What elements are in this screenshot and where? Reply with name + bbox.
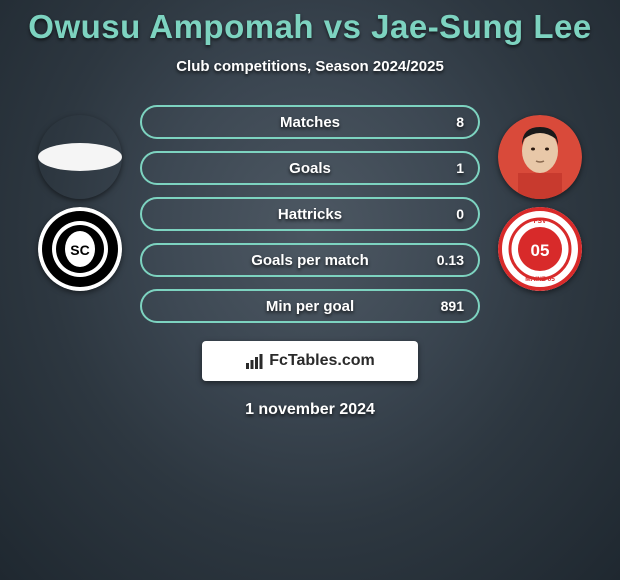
svg-text:MAINZ 05: MAINZ 05 <box>525 276 555 283</box>
mainz-05-icon: 05 FSV MAINZ 05 <box>498 207 582 291</box>
svg-text:FSV: FSV <box>534 218 547 225</box>
sc-freiburg-icon: SC <box>38 207 122 291</box>
stat-row-goals-per-match: Goals per match 0.13 <box>140 243 480 277</box>
stat-label: Goals <box>289 160 331 177</box>
stat-label: Matches <box>280 114 340 131</box>
player-right-face-icon <box>498 115 582 199</box>
stat-value-right: 0.13 <box>437 252 464 268</box>
stat-row-goals: Goals 1 <box>140 151 480 185</box>
stat-value-right: 0 <box>456 206 464 222</box>
svg-text:05: 05 <box>531 241 550 260</box>
stats-list: Matches 8 Goals 1 Hattricks 0 Goals per … <box>140 105 480 323</box>
date-text: 1 november 2024 <box>0 401 620 419</box>
stat-label: Goals per match <box>251 252 369 269</box>
stat-label: Hattricks <box>278 206 342 223</box>
page-title: Owusu Ampomah vs Jae-Sung Lee <box>0 0 620 46</box>
svg-text:SC: SC <box>70 242 89 258</box>
club-left-logo: SC <box>38 207 122 291</box>
brand-box[interactable]: FcTables.com <box>202 341 418 381</box>
stat-label: Min per goal <box>266 298 354 315</box>
player-left-placeholder-icon <box>38 142 122 172</box>
player-right-photo <box>498 115 582 199</box>
stat-value-right: 891 <box>441 298 464 314</box>
content-row: SC Matches 8 Goals 1 Hattricks 0 Goals p… <box>0 105 620 323</box>
stat-row-hattricks: Hattricks 0 <box>140 197 480 231</box>
stat-value-right: 1 <box>456 160 464 176</box>
brand-text: FcTables.com <box>269 352 375 370</box>
stat-row-matches: Matches 8 <box>140 105 480 139</box>
comparison-card: Owusu Ampomah vs Jae-Sung Lee Club compe… <box>0 0 620 580</box>
stat-row-min-per-goal: Min per goal 891 <box>140 289 480 323</box>
bar-chart-icon <box>245 352 263 370</box>
stat-value-right: 8 <box>456 114 464 130</box>
player-left-photo <box>38 115 122 199</box>
subtitle: Club competitions, Season 2024/2025 <box>0 58 620 75</box>
left-column: SC <box>20 105 140 291</box>
right-column: 05 FSV MAINZ 05 <box>480 105 600 291</box>
club-right-logo: 05 FSV MAINZ 05 <box>498 207 582 291</box>
